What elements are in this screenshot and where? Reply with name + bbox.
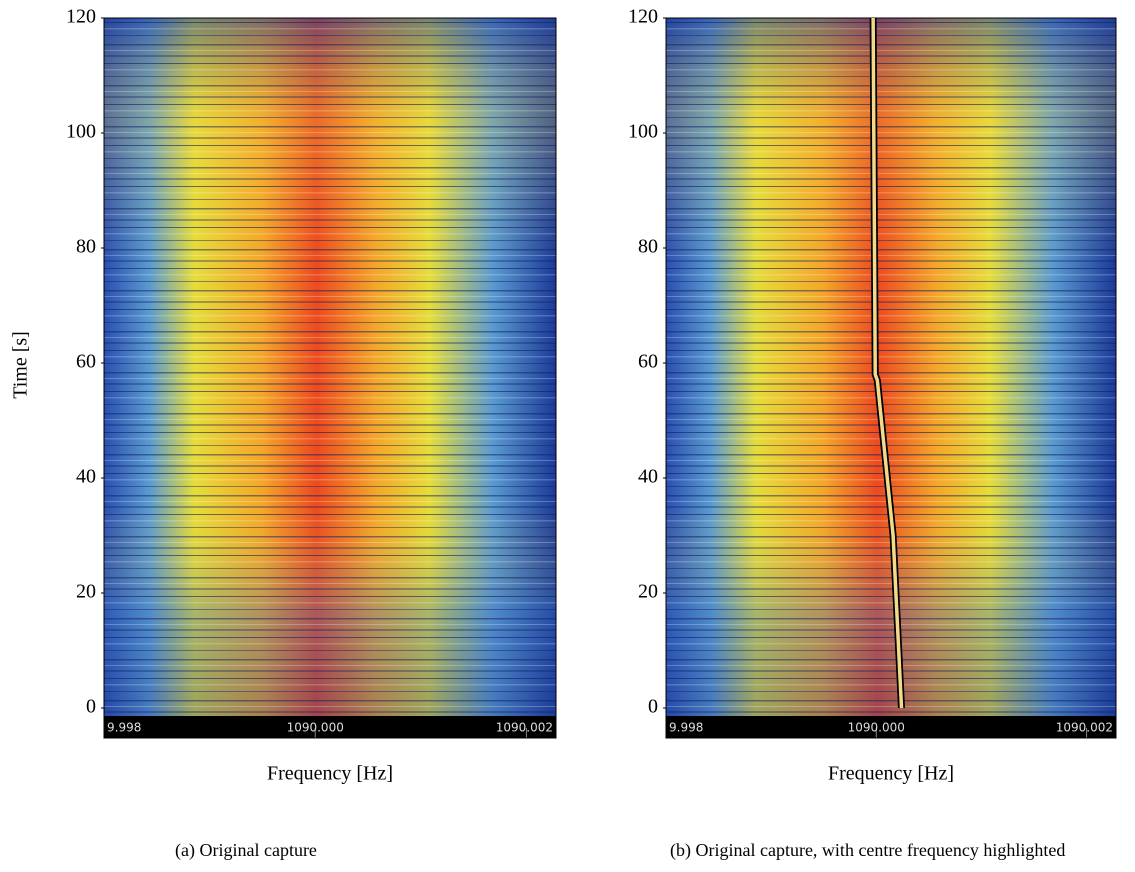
centre-line [871, 17, 904, 709]
y-tick-label: 20 [638, 581, 658, 603]
frequency-bar [104, 716, 556, 738]
x-tick-label: 1090.002 [1056, 721, 1113, 735]
y-tick-label: 60 [638, 351, 658, 373]
x-tick-label: 1090.002 [496, 721, 553, 735]
plot-frame [665, 17, 1117, 739]
x-axis-label: Frequency [Hz] [267, 763, 393, 785]
y-tick-label: 0 [648, 696, 658, 718]
x-tick-label: 1090.000 [287, 721, 344, 735]
frequency-bar [666, 716, 1116, 738]
y-tick-label: 0 [86, 696, 96, 718]
y-tick-label: 40 [76, 466, 96, 488]
spectrogram-texture [104, 18, 556, 716]
y-tick-label: 20 [76, 581, 96, 603]
y-tick-label: 100 [628, 121, 658, 143]
x-tick-label: 1090.000 [848, 721, 905, 735]
y-tick-label: 40 [638, 466, 658, 488]
spectrogram-texture [666, 18, 1116, 716]
x-tick-label: 9.998 [107, 721, 141, 735]
y-axis-label: Time [s] [10, 331, 32, 399]
y-tick-label: 120 [66, 6, 96, 28]
y-tick-label: 60 [76, 351, 96, 373]
y-tick-label: 80 [76, 236, 96, 258]
plot-frame [103, 17, 557, 739]
caption: (a) Original capture [175, 840, 317, 860]
caption: (b) Original capture, with centre freque… [670, 840, 1066, 860]
x-tick-label: 9.998 [669, 721, 703, 735]
y-tick-label: 120 [628, 6, 658, 28]
y-tick-label: 100 [66, 121, 96, 143]
x-axis-label: Frequency [Hz] [828, 763, 954, 785]
y-tick-label: 80 [638, 236, 658, 258]
